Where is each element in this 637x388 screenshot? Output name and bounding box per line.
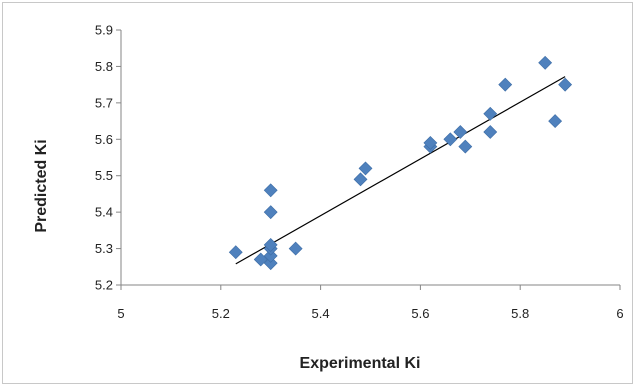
data-point [263, 256, 278, 271]
y-tick-label: 5.2 [95, 278, 113, 293]
y-tick-label: 5.7 [95, 95, 113, 110]
y-tick-label: 5.5 [95, 168, 113, 183]
x-tick-label: 5.4 [312, 306, 330, 321]
data-point [498, 77, 513, 92]
x-tick-label: 5 [117, 306, 124, 321]
data-point [538, 55, 553, 70]
y-tick-label: 5.6 [95, 132, 113, 147]
data-point [263, 248, 278, 263]
data-point [358, 161, 373, 176]
data-point [458, 139, 473, 154]
trendline [235, 76, 566, 265]
data-point [548, 114, 563, 128]
data-point [263, 205, 278, 220]
y-axis-title: Predicted Ki [33, 139, 50, 232]
y-tick-label: 5.4 [95, 205, 113, 220]
data-point [253, 252, 268, 267]
data-point [443, 132, 458, 147]
chart-frame [2, 2, 633, 384]
y-tick-label: 5.9 [95, 23, 113, 38]
data-point [423, 136, 438, 150]
y-tick-label: 5.3 [95, 241, 113, 256]
data-point [228, 245, 243, 260]
data-point [453, 125, 468, 139]
data-point [558, 77, 573, 92]
x-tick-label: 6 [616, 306, 623, 321]
data-point [263, 183, 278, 198]
data-point [483, 125, 498, 139]
data-point [353, 172, 368, 187]
data-point [288, 241, 303, 256]
x-tick-label: 5.2 [212, 306, 230, 321]
data-point [263, 238, 278, 252]
x-tick-label: 5.8 [511, 306, 529, 321]
y-tick-label: 5.8 [95, 59, 113, 74]
x-axis-title: Experimental Ki [300, 355, 421, 372]
x-tick-label: 5.6 [411, 306, 429, 321]
data-point [483, 106, 498, 121]
